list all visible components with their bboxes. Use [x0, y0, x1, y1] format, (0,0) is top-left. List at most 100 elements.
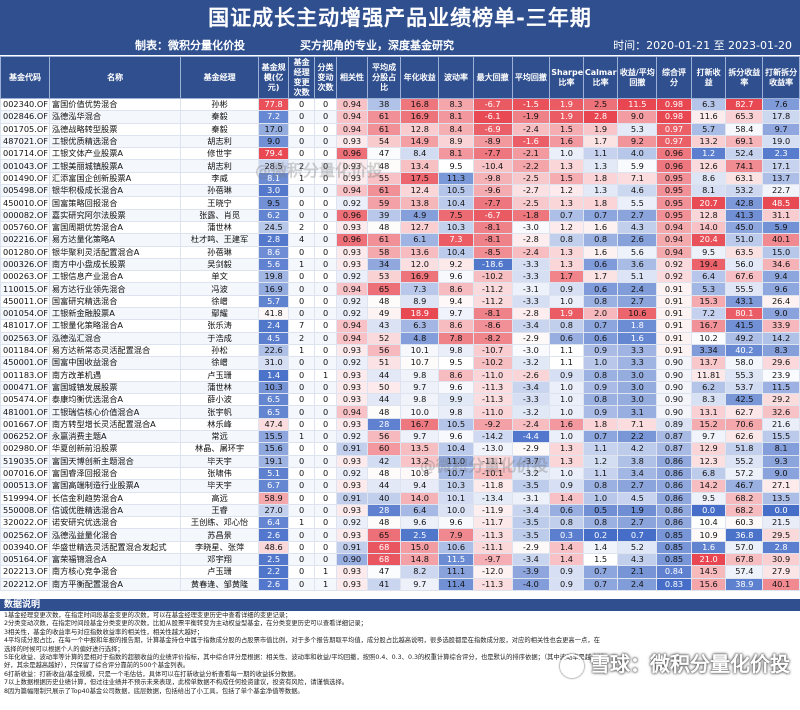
value-cell: 0 — [313, 405, 338, 419]
value-cell: 0 — [288, 552, 315, 567]
value-cell: 9.5 — [690, 491, 727, 505]
value-cell: -8.1 — [472, 307, 513, 321]
value-cell: 0 — [313, 331, 338, 345]
fund-code-cell: 005474.OF — [0, 393, 50, 407]
value-cell: 18.9 — [400, 307, 440, 321]
manager-cell: 王创练、邓心怡 — [180, 516, 259, 530]
value-cell: 20.7 — [690, 196, 727, 210]
value-cell: 42.5 — [725, 393, 764, 407]
value-cell: 21.6 — [762, 417, 800, 432]
value-cell: 0.91 — [336, 491, 368, 505]
value-cell: -10.7 — [472, 343, 513, 358]
value-cell: 8.9 — [400, 294, 440, 309]
value-cell: 0.7 — [549, 208, 584, 222]
value-cell: 15.5 — [257, 430, 290, 444]
value-cell: 0.6 — [582, 282, 619, 296]
table-row: 002563.OF 泓德泓汇混合 于浩成 4.5 2 0 0.94 52 4.8 7.8 -8.2-… — [0, 331, 800, 345]
value-cell: 10.4 — [438, 196, 474, 210]
value-cell: 9.7 — [762, 122, 800, 136]
fund-code-cell: 202212.OF — [0, 577, 50, 591]
table-row: 110015.OF 易方达行业领先混合 冯波 16.9 0 0 0.94 65 7.3 8.6 -1… — [0, 282, 800, 296]
value-cell: 4.8 — [400, 331, 440, 345]
value-cell: 7.9 — [438, 528, 474, 542]
value-cell: 2.7 — [617, 208, 658, 222]
value-cell: -9.8 — [472, 171, 513, 186]
value-cell: 1.5 — [549, 122, 584, 136]
value-cell: -11.1 — [472, 454, 513, 468]
fund-code-cell: 000326.OF — [0, 257, 50, 272]
value-cell: 29.6 — [762, 356, 800, 370]
fund-code-cell: 202213.OF — [0, 565, 50, 579]
value-cell: 0.86 — [656, 466, 692, 481]
value-cell: 65 — [366, 282, 402, 296]
value-cell: -1.6 — [511, 134, 551, 149]
column-header: 基金经理 — [180, 56, 259, 99]
value-cell: 14.9 — [400, 134, 440, 149]
manager-cell: 薛小波 — [180, 393, 259, 407]
fund-code-cell: 001280.OF — [0, 245, 50, 259]
value-cell: -3.3 — [511, 393, 551, 407]
value-cell: 0.91 — [656, 282, 692, 296]
value-cell: 3.0 — [617, 368, 658, 382]
value-cell: 8.1 — [438, 110, 474, 124]
value-cell: 2 — [288, 220, 315, 235]
value-cell: 1.1 — [582, 442, 619, 456]
value-cell: 1.4 — [549, 491, 584, 505]
value-cell: 0 — [313, 270, 338, 284]
manager-cell: 高远 — [180, 491, 259, 505]
value-cell: -1.5 — [511, 97, 551, 112]
value-cell: 9.6 — [762, 282, 800, 296]
value-cell: 0.86 — [656, 454, 692, 468]
manager-cell: 黄春逢、邹黄隆 — [180, 577, 259, 591]
value-cell: 9.6 — [438, 430, 474, 444]
value-cell: 61 — [366, 110, 402, 124]
value-cell: 0.6 — [582, 257, 619, 272]
value-cell: 5.9 — [762, 220, 800, 235]
value-cell: 0.7 — [582, 208, 619, 222]
value-cell: 0 — [288, 282, 315, 296]
manager-cell: 毕天宇 — [180, 479, 259, 493]
value-cell: 15.6 — [690, 577, 727, 591]
value-cell: -11.0 — [472, 405, 513, 419]
value-cell: 68 — [366, 540, 402, 554]
value-cell: 40.1 — [762, 577, 800, 591]
manager-cell: 秦毅 — [180, 110, 259, 124]
fund-name-cell: 工银新金融股票A — [48, 307, 182, 321]
value-cell: 9.8 — [400, 368, 440, 382]
value-cell: 2.7 — [617, 479, 658, 493]
value-cell: 0 — [288, 442, 315, 456]
value-cell: 0.94 — [336, 110, 368, 124]
value-cell: 31.0 — [257, 356, 290, 370]
column-header: 基金规模(亿元) — [257, 56, 290, 99]
manager-cell: 毕天宇 — [180, 454, 259, 468]
value-cell: 9.3 — [762, 454, 800, 468]
table-row: 002846.OF 泓德泓华混合 秦毅 7.2 0 0 0.94 61 16.9 8.1 -6.1-… — [0, 110, 800, 124]
fund-name-cell: 国富中国收益混合 — [48, 356, 182, 370]
value-cell: 58.9 — [257, 491, 290, 505]
value-cell: 55.5 — [725, 282, 764, 296]
value-cell: 6.3 — [690, 97, 727, 112]
value-cell: 0 — [288, 196, 315, 210]
table-row: 450001.OF 国富中国收益混合 徐嶒 31.0 0 0 0.92 51 10.7 9.5 -1… — [0, 356, 800, 370]
value-cell: 0.2 — [582, 528, 619, 542]
value-cell: 0.87 — [656, 430, 692, 444]
value-cell: 8.6 — [438, 319, 474, 333]
table-row: 450010.OF 国富策略回报混合 王晓宁 9.5 0 0 0.92 59 13.8 10.4-… — [0, 196, 800, 210]
value-cell: 0.90 — [656, 405, 692, 419]
value-cell: 2.5 — [400, 528, 440, 542]
value-cell: -3.7 — [511, 454, 551, 468]
value-cell: -7.7 — [472, 196, 513, 210]
manager-cell: 张啸伟 — [180, 466, 259, 481]
value-cell: 9.7 — [400, 430, 440, 444]
value-cell: 30.9 — [762, 552, 800, 567]
value-cell: 0.0 — [762, 503, 800, 518]
value-cell: 55 — [366, 171, 402, 186]
value-cell: 40 — [366, 491, 402, 505]
value-cell: 9.2 — [438, 257, 474, 272]
value-cell: -2.7 — [511, 184, 551, 198]
fund-code-cell: 002562.OF — [0, 528, 50, 542]
value-cell: 44 — [366, 368, 402, 382]
value-cell: 3.0 — [617, 380, 658, 395]
value-cell: 6.7 — [257, 479, 290, 493]
column-header: 收益/平均回撤 — [617, 56, 658, 99]
